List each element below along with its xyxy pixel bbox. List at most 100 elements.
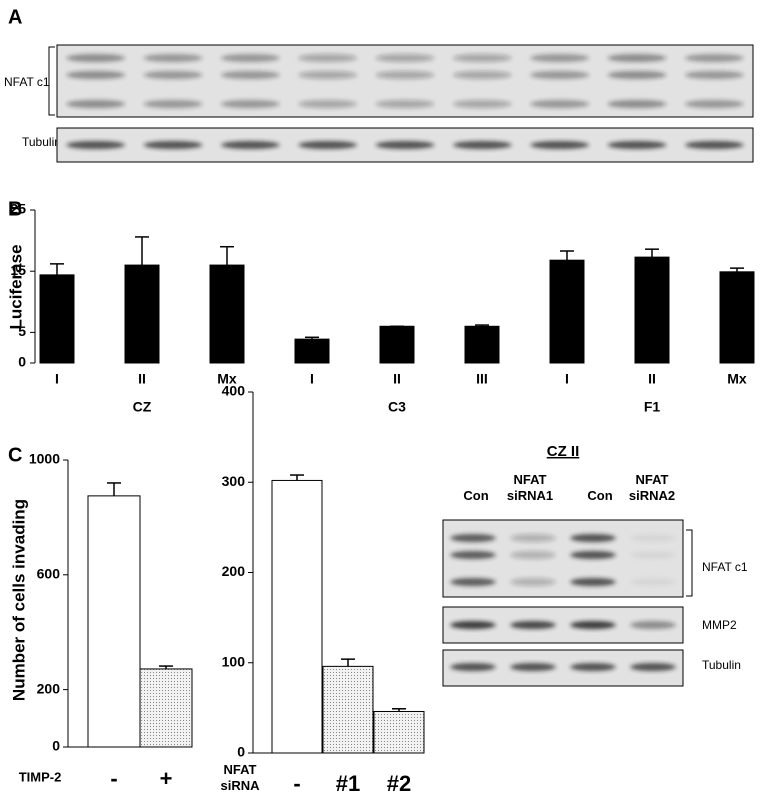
x-tick-label: #1 [336,771,360,796]
y-tick-label: 5 [18,323,26,339]
blot-bands [66,141,744,149]
panel-label: A [8,6,22,28]
band [66,141,126,149]
band [510,663,556,671]
blot-bands [66,54,744,108]
bar [322,665,374,754]
x-tick-label: - [110,766,117,791]
y-tick-label: 25 [10,201,26,217]
x-tick-label: Mx [727,371,747,387]
x-tick-label: Mx [217,371,237,387]
y-tick-label: 200 [37,680,61,696]
band [530,71,590,79]
blot-label: Tubulin [22,135,61,149]
band [570,621,616,629]
bar [124,264,160,364]
band [530,54,590,62]
band [298,141,358,149]
band [607,54,667,62]
y-tick-label: 0 [237,744,245,760]
band [570,578,616,586]
y-axis-label: Luciferase [6,244,25,329]
blot-bands [450,621,676,629]
band [375,71,435,79]
x-tick-label: II [648,371,656,387]
band [510,578,556,586]
band [375,54,435,62]
group-label: CZ [133,399,152,415]
y-tick-label: 0 [18,354,26,370]
band [220,100,280,108]
y-tick-label: 600 [37,566,61,582]
band [630,534,676,542]
band [143,71,203,79]
y-tick-label: 1000 [29,451,60,467]
y-tick-label: 300 [222,473,246,489]
band [607,71,667,79]
band [143,100,203,108]
blot-bands [450,663,676,671]
band [630,551,676,559]
y-tick-label: 0 [52,738,60,754]
panel-label: B [8,198,22,220]
bar [39,274,75,364]
x-axis-label: NFAT siRNA [220,762,260,793]
x-tick-label: + [160,766,173,791]
blot-label: NFAT c1 [702,560,748,574]
blot-title: CZ II [547,443,580,460]
bracket [48,46,55,116]
band [298,100,358,108]
band [452,54,512,62]
band [450,578,496,586]
band [66,54,126,62]
band [452,71,512,79]
x-tick-label: #2 [387,771,411,796]
band [66,71,126,79]
blot-bands [450,534,676,586]
bracket [686,529,693,597]
y-axis-label: Number of cells invading [9,499,28,701]
bar [139,668,193,748]
band [630,621,676,629]
band [510,551,556,559]
band [375,141,435,149]
bar [379,325,415,364]
blot-label: Tubulin [702,658,741,672]
x-tick-label: II [138,371,146,387]
band [66,100,126,108]
band [450,534,496,542]
band [570,551,616,559]
y-tick-label: 200 [222,563,246,579]
bar [87,495,141,748]
band [684,71,744,79]
band [298,71,358,79]
band [220,141,280,149]
band [450,621,496,629]
lane-label: NFAT siRNA2 [628,472,676,503]
y-tick-label: 100 [222,653,246,669]
band [452,100,512,108]
bar [373,710,425,754]
x-tick-label: I [55,371,59,387]
band [607,141,667,149]
y-tick-label: 400 [222,383,246,399]
band [510,621,556,629]
band [450,663,496,671]
lane-label: Con [587,488,613,503]
bar [634,256,670,364]
bar [209,264,245,364]
bar [271,479,323,754]
band [450,551,496,559]
band [452,141,512,149]
band [684,100,744,108]
group-label: F1 [644,399,661,415]
band [570,534,616,542]
x-axis-label: TIMP-2 [19,769,62,784]
band [530,100,590,108]
band [530,141,590,149]
band [684,54,744,62]
band [375,100,435,108]
band [607,100,667,108]
x-tick-label: II [393,371,401,387]
